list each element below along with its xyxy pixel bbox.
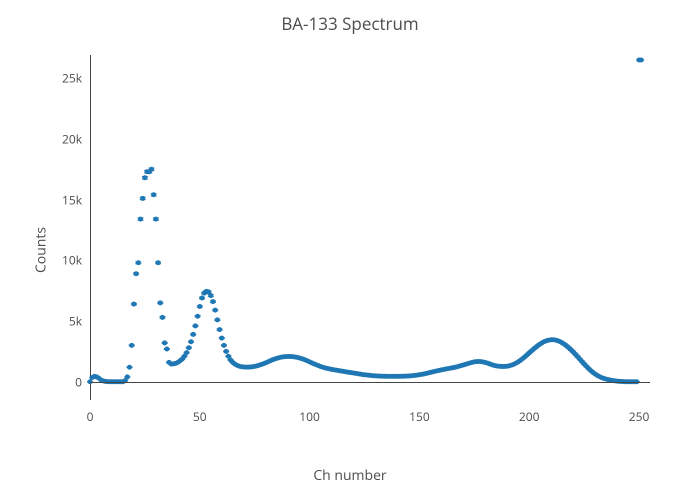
data-point[interactable] [213, 308, 218, 313]
y-tick: 10k [62, 252, 82, 269]
data-point[interactable] [125, 374, 130, 379]
data-point[interactable] [160, 315, 165, 320]
data-point[interactable] [162, 340, 167, 345]
y-axis-label: Counts [32, 227, 51, 273]
x-tick: 50 [193, 408, 207, 425]
data-point[interactable] [127, 365, 132, 370]
x-tick: 0 [87, 408, 94, 425]
y-tick: 5k [69, 313, 82, 330]
x-tick: 200 [519, 408, 540, 425]
data-point[interactable] [136, 260, 141, 265]
zero-line [90, 382, 650, 383]
data-point[interactable] [215, 317, 220, 322]
chart-title: BA-133 Spectrum [0, 12, 700, 35]
data-point[interactable] [138, 217, 143, 222]
data-point[interactable] [219, 336, 224, 341]
x-tick: 150 [409, 408, 430, 425]
chart-container: BA-133 Spectrum Counts Ch number 05k10k1… [0, 0, 700, 500]
data-point[interactable] [184, 350, 189, 355]
data-point[interactable] [217, 327, 222, 332]
x-tick: 250 [629, 408, 650, 425]
data-point[interactable] [191, 332, 196, 337]
y-tick: 25k [62, 70, 82, 87]
data-point[interactable] [140, 196, 145, 201]
data-point[interactable] [197, 304, 202, 309]
plot-area: 05k10k15k20k25k050100150200250 [90, 60, 650, 400]
data-point[interactable] [151, 192, 156, 197]
x-tick: 100 [299, 408, 320, 425]
data-point[interactable] [156, 260, 161, 265]
y-tick: 15k [62, 191, 82, 208]
data-point[interactable] [153, 217, 158, 222]
data-point[interactable] [131, 302, 136, 307]
data-point[interactable] [221, 343, 226, 348]
y-tick: 20k [62, 130, 82, 147]
data-point[interactable] [129, 343, 134, 348]
data-point[interactable] [142, 175, 147, 180]
x-axis-label: Ch number [313, 466, 386, 485]
data-point[interactable] [639, 58, 644, 63]
data-point[interactable] [210, 299, 215, 304]
data-point[interactable] [189, 339, 194, 344]
data-point[interactable] [186, 345, 191, 350]
data-point[interactable] [208, 293, 213, 298]
data-point[interactable] [158, 300, 163, 305]
data-point[interactable] [149, 167, 154, 172]
scatter-svg [90, 60, 650, 400]
data-point[interactable] [224, 349, 229, 354]
data-point[interactable] [195, 314, 200, 319]
data-point[interactable] [193, 323, 198, 328]
data-point[interactable] [134, 271, 139, 276]
data-point[interactable] [164, 347, 169, 352]
y-tick: 0 [75, 373, 82, 390]
data-point[interactable] [200, 296, 205, 301]
